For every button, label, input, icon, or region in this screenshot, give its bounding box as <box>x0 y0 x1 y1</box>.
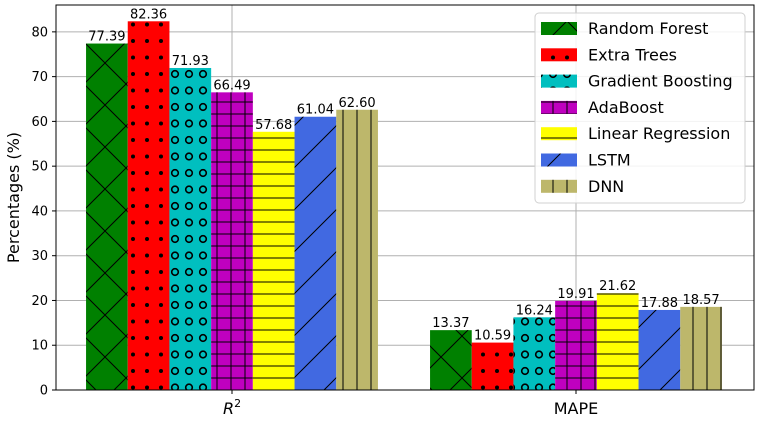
bar-hatch <box>555 300 597 390</box>
legend-label: AdaBoost <box>588 98 664 117</box>
y-tick-label: 70 <box>31 70 48 85</box>
data-label: 71.93 <box>172 54 209 69</box>
legend-label: Linear Regression <box>588 124 730 143</box>
y-tick-label: 10 <box>31 339 48 354</box>
x-axis: R2 MAPE <box>223 390 598 418</box>
y-tick-label: 20 <box>31 294 48 309</box>
data-label: 82.36 <box>130 7 167 22</box>
legend-swatch-hatch <box>541 22 577 35</box>
bar-hatch <box>294 116 337 390</box>
data-label: 17.88 <box>641 296 678 311</box>
legend-swatch-hatch <box>541 100 577 114</box>
bar-hatch <box>638 309 681 390</box>
legend-label: DNN <box>588 177 624 196</box>
legend-swatch-hatch <box>541 127 577 141</box>
legend: Random Forest Extra Trees Gradient Boostin… <box>534 12 746 204</box>
y-tick-label: 30 <box>31 249 48 264</box>
bars <box>86 21 722 391</box>
bar-hatch <box>596 293 639 390</box>
y-axis-label: Percentages (%) <box>4 132 23 263</box>
data-labels: 77.39 13.37 82.36 10.59 71.93 16.24 66.49 19.91… <box>88 7 719 343</box>
data-label: 13.37 <box>432 316 469 331</box>
y-tick-label: 80 <box>31 25 48 40</box>
data-label: 62.60 <box>338 96 375 111</box>
bar-hatch <box>86 43 128 390</box>
data-label: 19.91 <box>557 287 594 302</box>
data-label: 18.57 <box>682 293 719 308</box>
legend-swatch-hatch <box>541 153 577 167</box>
x-tick-label: MAPE <box>554 399 599 418</box>
legend-label: Gradient Boosting <box>588 72 733 91</box>
data-label: 10.59 <box>474 329 511 344</box>
y-tick-label: 40 <box>31 204 48 219</box>
bar-hatch <box>471 342 514 390</box>
bar-hatch <box>430 330 472 390</box>
bar-hatch <box>211 92 253 390</box>
y-axis: 0 10 20 30 40 50 60 70 80 <box>31 25 56 399</box>
bar-hatch <box>127 21 170 390</box>
plot-area-frame <box>55 4 755 391</box>
legend-label: Extra Trees <box>588 45 677 64</box>
data-label: 66.49 <box>213 78 250 93</box>
bar-hatch <box>680 306 722 390</box>
data-label: 57.68 <box>255 118 292 133</box>
data-label: 16.24 <box>516 303 553 318</box>
legend-swatch-hatch <box>541 48 577 62</box>
bar-hatch <box>169 67 212 390</box>
legend-swatch-hatch <box>541 179 577 193</box>
bar-hatch <box>513 317 556 390</box>
data-label: 21.62 <box>599 279 636 294</box>
bar-hatch <box>336 109 378 391</box>
data-label: 77.39 <box>88 30 125 45</box>
y-tick-label: 60 <box>31 115 48 130</box>
y-tick-label: 0 <box>40 384 48 399</box>
legend-label: Random Forest <box>588 19 708 38</box>
bar-hatch <box>252 131 295 390</box>
data-label: 61.04 <box>297 103 334 118</box>
legend-box <box>534 12 746 204</box>
legend-label: LSTM <box>588 151 631 170</box>
y-tick-label: 50 <box>31 160 48 175</box>
legend-swatch-hatch <box>541 74 577 88</box>
x-tick-label: R2 <box>223 397 241 418</box>
